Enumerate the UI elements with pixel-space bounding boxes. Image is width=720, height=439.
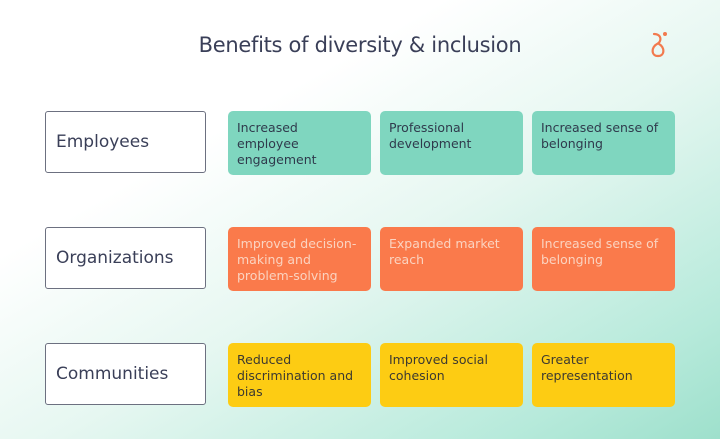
benefit-cell: Improved decision-making and problem-sol… xyxy=(228,227,371,291)
benefit-cell: Greater representation xyxy=(532,343,675,407)
benefit-cell: Increased sense of belonging xyxy=(532,227,675,291)
row-label-organizations: Organizations xyxy=(45,227,206,289)
row-label-communities: Communities xyxy=(45,343,206,405)
benefit-cell: Increased employee engagement xyxy=(228,111,371,175)
row-label-employees: Employees xyxy=(45,111,206,173)
benefit-cell: Improved social cohesion xyxy=(380,343,523,407)
benefit-cell: Increased sense of belonging xyxy=(532,111,675,175)
benefit-cell: Expanded market reach xyxy=(380,227,523,291)
benefit-cell: Professional development xyxy=(380,111,523,175)
brand-logo-icon xyxy=(651,32,667,58)
page-title: Benefits of diversity & inclusion xyxy=(198,33,522,57)
benefit-cell: Reduced discrimination and bias xyxy=(228,343,371,407)
